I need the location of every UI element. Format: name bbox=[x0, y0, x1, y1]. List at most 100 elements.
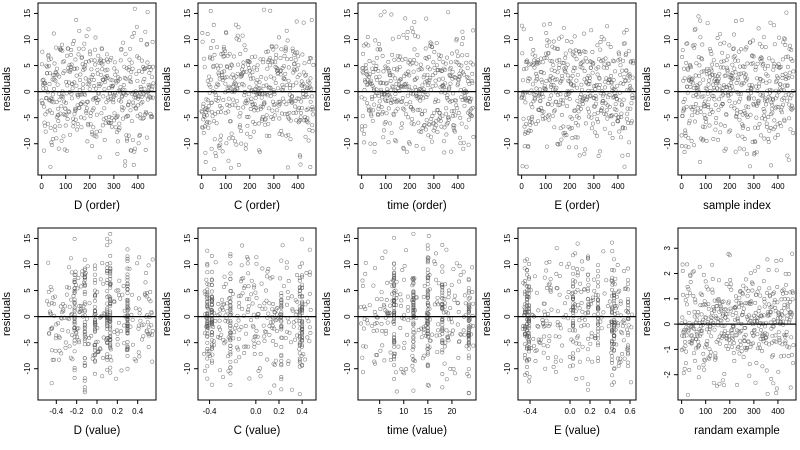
residual-point bbox=[728, 92, 733, 97]
residual-point bbox=[210, 114, 215, 119]
residual-point bbox=[767, 286, 772, 291]
residual-point bbox=[723, 146, 728, 151]
residual-point bbox=[586, 347, 590, 352]
residual-point bbox=[749, 299, 754, 304]
residual-point bbox=[54, 333, 59, 338]
residual-point bbox=[708, 350, 713, 355]
residual-point bbox=[525, 365, 529, 369]
residual-point bbox=[527, 345, 531, 350]
residual-point bbox=[145, 60, 150, 65]
residual-point bbox=[772, 339, 777, 344]
residual-point bbox=[457, 74, 462, 79]
residual-point bbox=[448, 81, 453, 86]
residual-point bbox=[123, 163, 127, 168]
residual-point bbox=[610, 347, 614, 351]
residual-point bbox=[756, 316, 761, 321]
residual-point bbox=[279, 47, 284, 52]
residual-point bbox=[440, 288, 445, 293]
residual-point bbox=[543, 366, 548, 371]
residual-point bbox=[440, 350, 445, 355]
residual-point bbox=[286, 65, 291, 70]
residual-point bbox=[77, 304, 82, 309]
residual-point bbox=[608, 131, 612, 136]
residual-point bbox=[466, 301, 471, 306]
residual-point bbox=[691, 105, 696, 109]
residual-point bbox=[101, 94, 106, 99]
plot-frame bbox=[37, 2, 157, 176]
residual-point bbox=[93, 348, 97, 353]
residual-point bbox=[117, 121, 122, 126]
residual-point bbox=[756, 125, 761, 130]
residual-point bbox=[734, 298, 739, 303]
residual-point bbox=[391, 278, 396, 283]
residual-point bbox=[57, 74, 62, 79]
residual-point bbox=[78, 115, 83, 120]
residual-point bbox=[82, 116, 87, 121]
residual-point bbox=[307, 80, 312, 85]
residual-point bbox=[310, 107, 315, 112]
residual-point bbox=[440, 305, 445, 310]
x-axis-label: C (order) bbox=[234, 200, 280, 212]
residual-point bbox=[384, 297, 389, 302]
y-tick-label: 15 bbox=[23, 233, 32, 242]
residual-point bbox=[452, 75, 457, 79]
residual-point bbox=[209, 330, 214, 335]
residual-point bbox=[144, 328, 149, 333]
residual-point bbox=[212, 119, 216, 124]
y-tick-label: 0 bbox=[343, 314, 352, 319]
residual-point bbox=[571, 284, 575, 289]
residual-point bbox=[202, 124, 207, 129]
residual-point bbox=[49, 99, 54, 104]
residual-point bbox=[279, 377, 284, 382]
residual-point bbox=[565, 295, 570, 300]
residual-point bbox=[270, 307, 275, 312]
residual-point bbox=[572, 34, 577, 39]
residual-point bbox=[61, 309, 66, 314]
residual-point bbox=[437, 77, 441, 82]
residual-point bbox=[550, 59, 555, 64]
residual-point bbox=[719, 59, 724, 64]
residual-point bbox=[254, 261, 259, 266]
residual-point bbox=[767, 56, 772, 61]
residual-point bbox=[749, 83, 754, 88]
residual-point bbox=[425, 364, 430, 369]
residual-point bbox=[596, 85, 601, 90]
residual-point bbox=[263, 306, 268, 311]
residual-point bbox=[552, 46, 557, 51]
residual-point bbox=[588, 93, 593, 98]
residual-point bbox=[384, 99, 389, 104]
residual-point bbox=[773, 308, 778, 313]
residual-point bbox=[252, 102, 257, 107]
residual-point bbox=[579, 289, 584, 294]
residual-point bbox=[763, 117, 768, 122]
residual-point bbox=[402, 84, 407, 89]
residual-point bbox=[393, 76, 398, 81]
residual-point bbox=[466, 290, 471, 295]
residual-point bbox=[266, 49, 271, 54]
residual-point bbox=[467, 100, 472, 104]
residual-point bbox=[422, 123, 426, 128]
residual-point bbox=[369, 82, 374, 86]
residual-point bbox=[692, 45, 697, 50]
residual-point bbox=[734, 311, 739, 315]
residual-point bbox=[618, 57, 622, 62]
residual-point bbox=[379, 290, 384, 295]
residual-point bbox=[55, 66, 60, 71]
residual-point bbox=[93, 352, 97, 357]
residual-point bbox=[224, 141, 229, 146]
residual-point bbox=[247, 297, 252, 302]
residual-point bbox=[722, 372, 727, 376]
residual-point bbox=[426, 256, 431, 260]
residual-point bbox=[701, 77, 706, 82]
residual-point bbox=[252, 334, 257, 339]
residual-point bbox=[205, 328, 210, 332]
residual-point bbox=[447, 317, 452, 322]
residual-point bbox=[136, 296, 141, 301]
residual-point bbox=[790, 290, 795, 295]
residual-point bbox=[361, 43, 366, 48]
residual-point bbox=[74, 18, 79, 22]
residual-point bbox=[525, 59, 530, 64]
residual-point bbox=[273, 342, 278, 347]
y-tick-label: 15 bbox=[23, 8, 32, 17]
residual-point bbox=[227, 136, 232, 141]
